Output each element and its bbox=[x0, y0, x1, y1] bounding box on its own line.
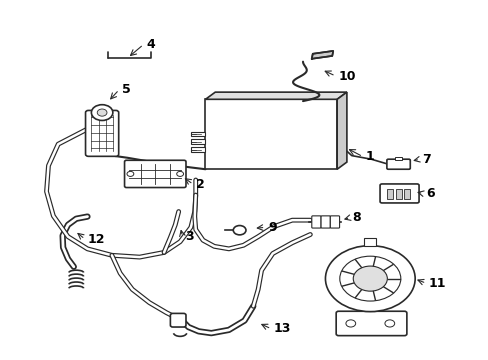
Bar bbox=[190, 147, 205, 152]
Bar bbox=[394, 157, 401, 160]
Circle shape bbox=[91, 105, 113, 121]
FancyBboxPatch shape bbox=[335, 311, 406, 336]
Text: 1: 1 bbox=[365, 150, 373, 163]
Bar bbox=[364, 238, 375, 246]
FancyBboxPatch shape bbox=[321, 216, 330, 228]
Polygon shape bbox=[336, 92, 346, 169]
Bar bbox=[386, 189, 392, 199]
Bar bbox=[190, 132, 205, 136]
Text: 13: 13 bbox=[273, 322, 290, 335]
Circle shape bbox=[352, 266, 386, 291]
Text: 4: 4 bbox=[146, 38, 154, 51]
FancyBboxPatch shape bbox=[379, 184, 418, 203]
FancyBboxPatch shape bbox=[330, 216, 339, 228]
Circle shape bbox=[384, 320, 394, 327]
FancyBboxPatch shape bbox=[170, 314, 185, 327]
Bar bbox=[395, 189, 401, 199]
Text: 6: 6 bbox=[425, 187, 434, 200]
Text: 10: 10 bbox=[337, 69, 355, 82]
Text: 12: 12 bbox=[87, 233, 105, 246]
Text: 7: 7 bbox=[422, 153, 430, 166]
Text: 2: 2 bbox=[195, 178, 204, 191]
Bar bbox=[404, 189, 409, 199]
Circle shape bbox=[345, 320, 355, 327]
FancyBboxPatch shape bbox=[386, 159, 409, 169]
Bar bbox=[190, 139, 205, 144]
Circle shape bbox=[127, 171, 134, 176]
Polygon shape bbox=[311, 51, 332, 59]
Circle shape bbox=[325, 246, 414, 312]
Text: 9: 9 bbox=[267, 221, 276, 234]
FancyBboxPatch shape bbox=[311, 216, 321, 228]
Text: 5: 5 bbox=[122, 83, 130, 96]
FancyBboxPatch shape bbox=[85, 111, 119, 156]
Circle shape bbox=[339, 256, 400, 301]
Bar bbox=[205, 99, 336, 169]
FancyBboxPatch shape bbox=[124, 160, 185, 188]
Text: 11: 11 bbox=[428, 277, 446, 290]
Circle shape bbox=[97, 109, 107, 116]
Polygon shape bbox=[205, 92, 346, 99]
Text: 3: 3 bbox=[184, 230, 193, 243]
Text: 8: 8 bbox=[352, 211, 361, 224]
Circle shape bbox=[233, 226, 245, 235]
Circle shape bbox=[176, 171, 183, 176]
